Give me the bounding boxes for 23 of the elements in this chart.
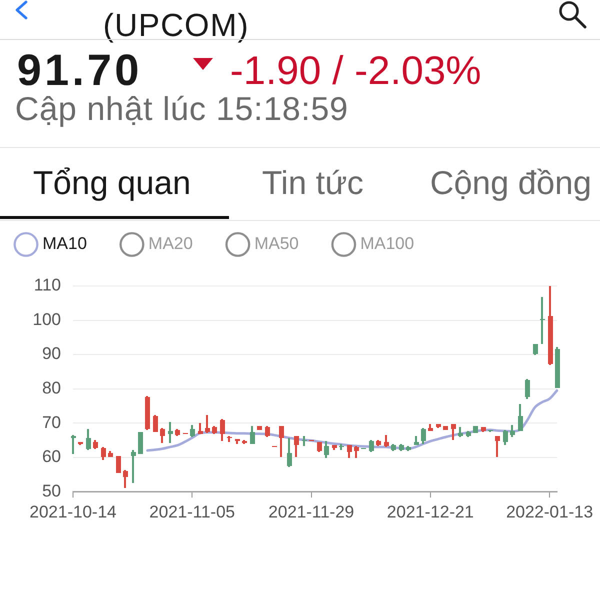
- legend-label: MA50: [254, 234, 299, 254]
- line-series: [146, 389, 558, 452]
- x-tick-label: 2022-01-13: [506, 502, 594, 522]
- y-tick-label: 90: [42, 344, 61, 364]
- y-tick-label: 70: [42, 412, 61, 432]
- x-tick-label: 2021-12-21: [386, 502, 474, 522]
- text: Cộng đồng: [430, 164, 592, 202]
- y-tick-label: 100: [32, 310, 61, 329]
- text: Tin tức: [262, 164, 364, 202]
- y-tick-label: 60: [42, 447, 61, 466]
- x-tick-label: 2021-11-29: [268, 502, 354, 522]
- y-tick-label: 80: [42, 378, 61, 398]
- legend-label: MA20: [148, 234, 193, 254]
- legend-label: MA10: [42, 234, 87, 254]
- y-tick-label: 110: [34, 276, 61, 295]
- candlestick: [302, 436, 307, 446]
- x-tick-label: 2021-11-05: [149, 502, 235, 522]
- chart-title: (UPCOM): [103, 7, 250, 44]
- x-tick-label: 2021-10-14: [30, 502, 116, 522]
- y-tick-label: 50: [42, 481, 61, 500]
- text: Tổng quan: [33, 164, 191, 202]
- legend-label: MA100: [360, 234, 414, 254]
- candlestick: [540, 297, 545, 344]
